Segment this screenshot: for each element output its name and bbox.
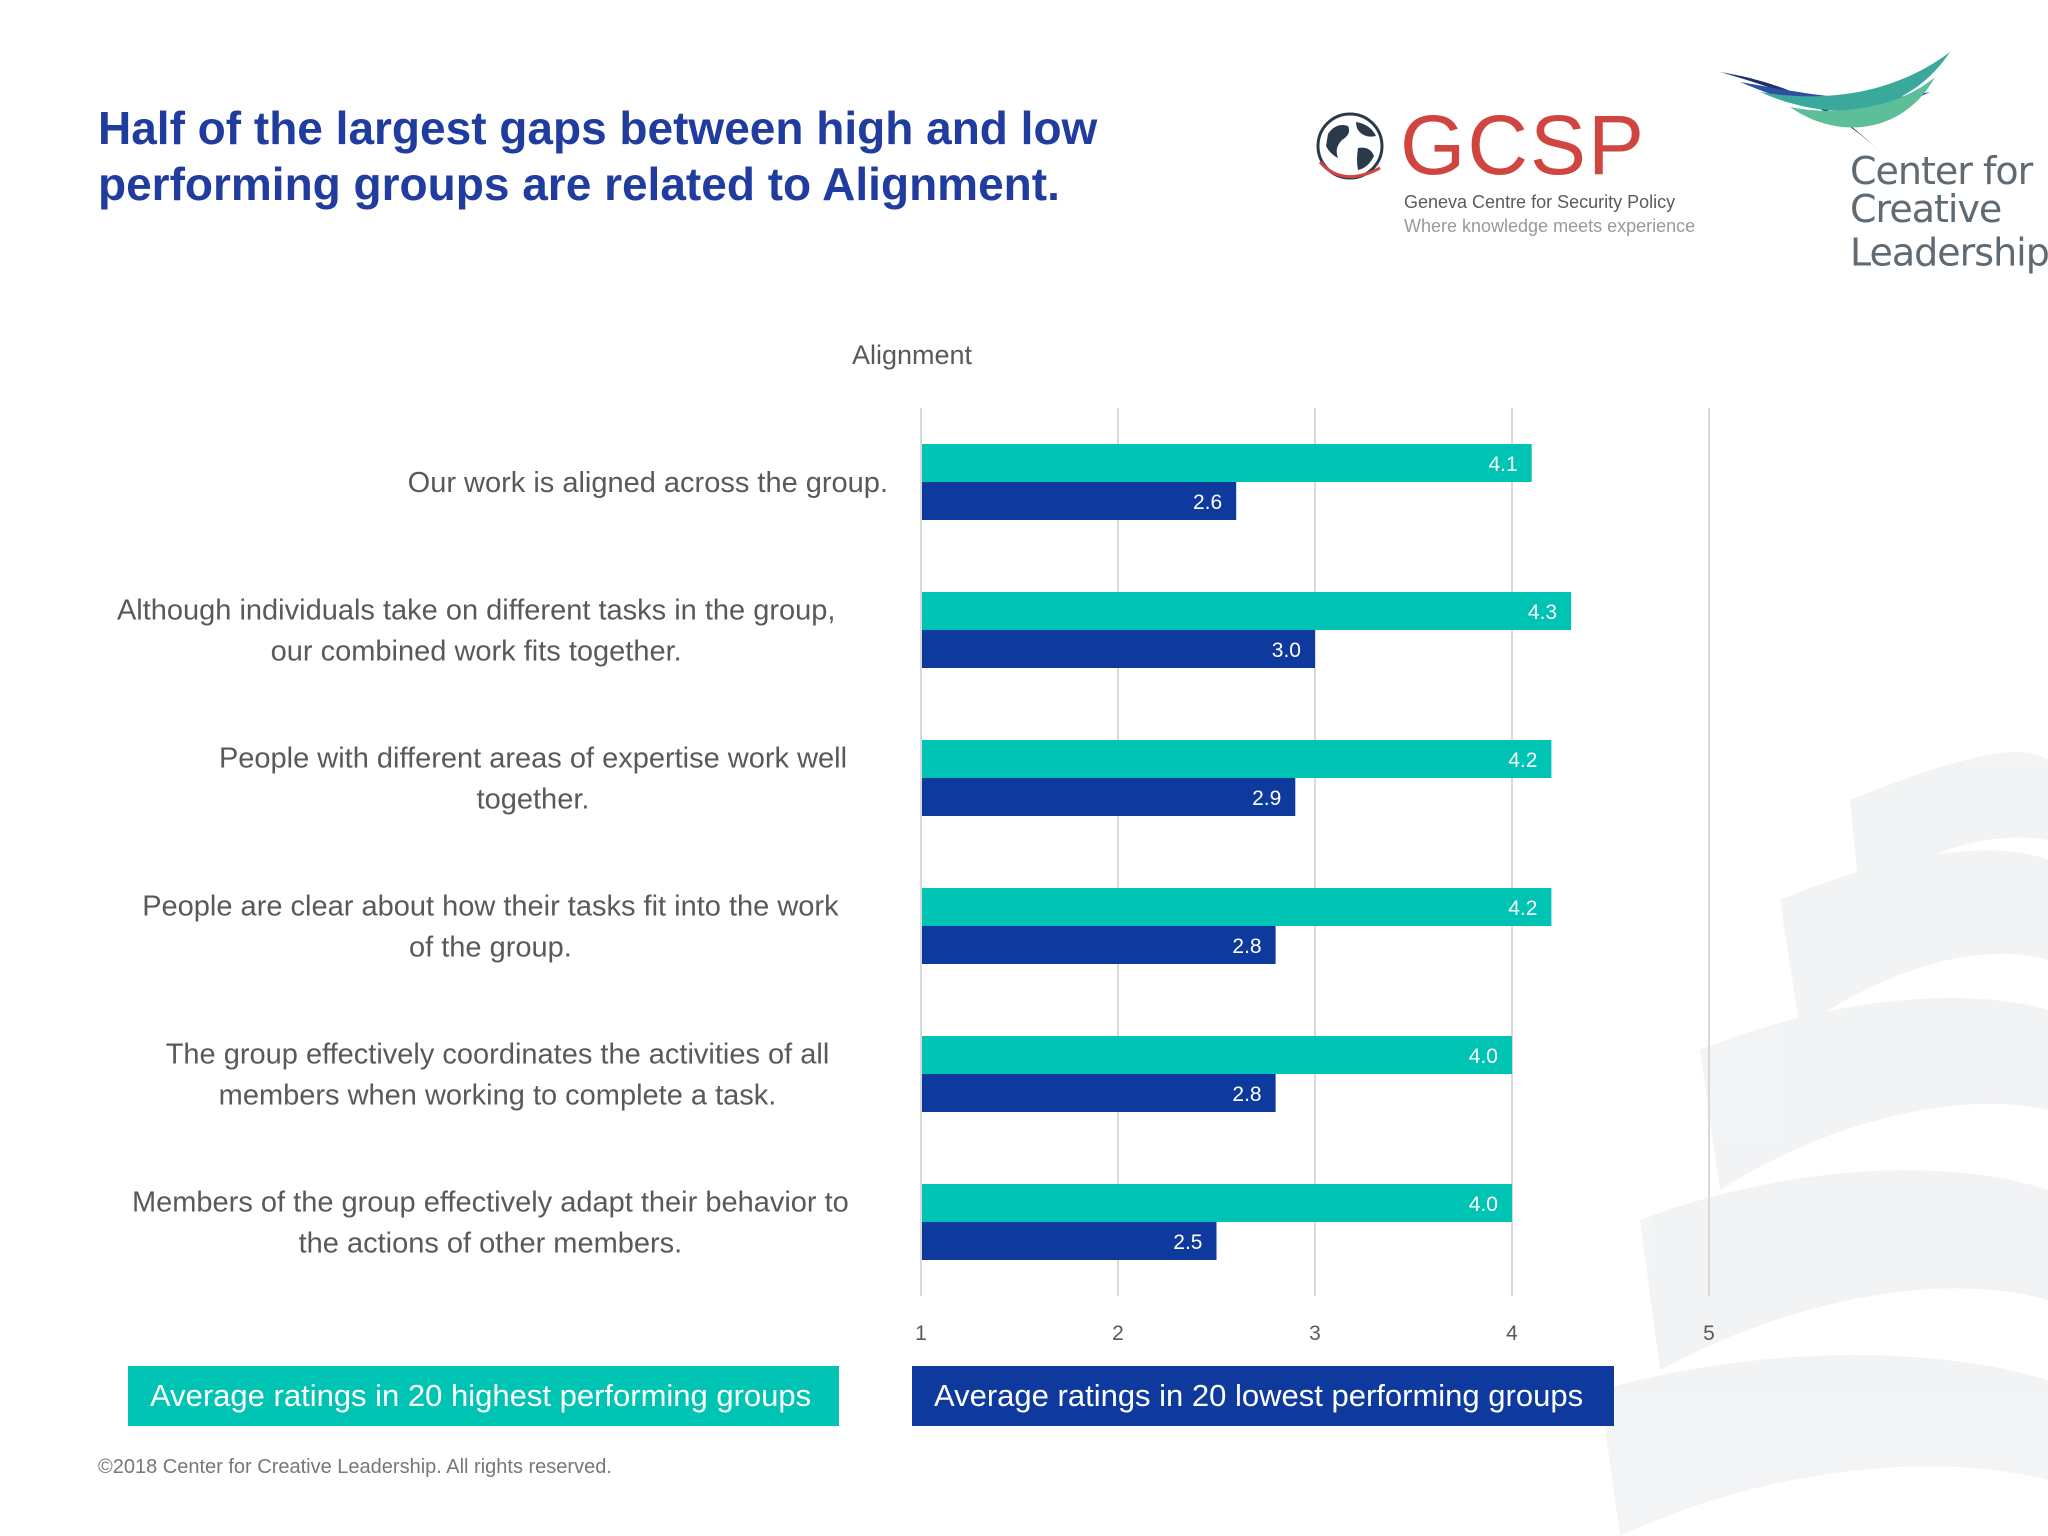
bar-low [921,630,1315,668]
bar-high [921,1036,1512,1074]
data-label: 2.9 [1252,787,1281,810]
legend-high-performing: Average ratings in 20 highest performing… [128,1366,839,1426]
x-tick-label: 5 [1703,1322,1715,1345]
ccl-wordmark-line-2: Creative [1850,187,2002,231]
bar-high [921,444,1532,482]
bar-low [921,1074,1276,1112]
data-label: 4.1 [1488,453,1517,476]
bar-high [921,1184,1512,1222]
page-title-line-1: Half of the largest gaps between high an… [98,102,1098,154]
ccl-swoosh-icon [1720,52,1950,152]
x-tick-label: 3 [1309,1322,1321,1345]
ccl-wordmark-line-3-text: Leadership [1850,230,2048,275]
category-label: our combined work fits together. [271,636,682,668]
category-label: together. [477,784,590,816]
page-title-line-2: performing groups are related to Alignme… [98,158,1060,210]
gcsp-logo: GCSP Geneva Centre for Security Policy W… [1308,98,1695,250]
data-label: 2.8 [1232,1083,1261,1106]
category-label: of the group. [409,932,572,964]
bar-low [921,778,1296,816]
data-label: 2.5 [1173,1231,1202,1254]
gcsp-wordmark: GCSP [1400,98,1647,192]
globe-icon [1316,112,1384,180]
data-label: 2.8 [1232,935,1261,958]
bar-low [921,482,1237,520]
category-label: members when working to complete a task. [219,1080,777,1112]
category-label: Members of the group effectively adapt t… [132,1187,849,1219]
page-title: Half of the largest gaps between high an… [98,100,1198,212]
data-label: 4.0 [1469,1193,1498,1216]
category-label: People with different areas of expertise… [219,743,847,775]
category-label: People are clear about how their tasks f… [142,891,839,923]
copyright-notice: ©2018 Center for Creative Leadership. Al… [98,1456,612,1478]
data-label: 4.3 [1528,601,1557,624]
x-tick-label: 1 [915,1322,927,1345]
data-label: 3.0 [1272,639,1301,662]
data-label: 4.2 [1508,897,1537,920]
category-label: The group effectively coordinates the ac… [166,1039,830,1071]
chart-title: Alignment [852,340,973,370]
ccl-wordmark: Center for Creative Leadership® [1850,152,2048,272]
data-label: 4.0 [1469,1045,1498,1068]
gcsp-full-name: Geneva Centre for Security Policy [1404,192,1676,212]
data-label: 4.2 [1508,749,1537,772]
category-label: Our work is aligned across the group. [408,467,888,499]
data-label: 2.6 [1193,491,1222,514]
bar-low [921,1222,1217,1260]
bar-low [921,926,1276,964]
category-label: Although individuals take on different t… [117,595,836,627]
bar-high [921,592,1572,630]
bar-high [921,888,1552,926]
legend-low-performing: Average ratings in 20 lowest performing … [912,1366,1614,1426]
ccl-logo: Center for Creative Leadership® [1700,52,2048,292]
ccl-wordmark-line-1: Center for [1850,149,2033,193]
x-tick-label: 4 [1506,1322,1518,1345]
ccl-wordmark-line-3: Leadership® [1850,228,2048,272]
bar-high [921,740,1552,778]
category-label: the actions of other members. [299,1228,683,1260]
x-tick-label: 2 [1112,1322,1124,1345]
gcsp-tagline: Where knowledge meets experience [1404,216,1696,236]
